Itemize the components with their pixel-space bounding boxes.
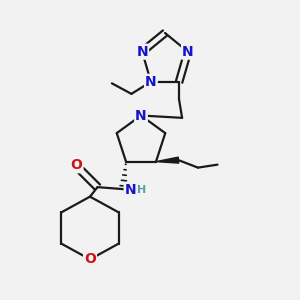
Text: N: N xyxy=(182,45,194,59)
Text: H: H xyxy=(137,184,146,194)
Text: O: O xyxy=(70,158,83,172)
Text: N: N xyxy=(135,109,147,122)
Text: N: N xyxy=(145,75,157,89)
Text: O: O xyxy=(84,252,96,266)
Text: N: N xyxy=(125,183,136,197)
Polygon shape xyxy=(156,157,179,163)
Text: N: N xyxy=(136,45,148,59)
